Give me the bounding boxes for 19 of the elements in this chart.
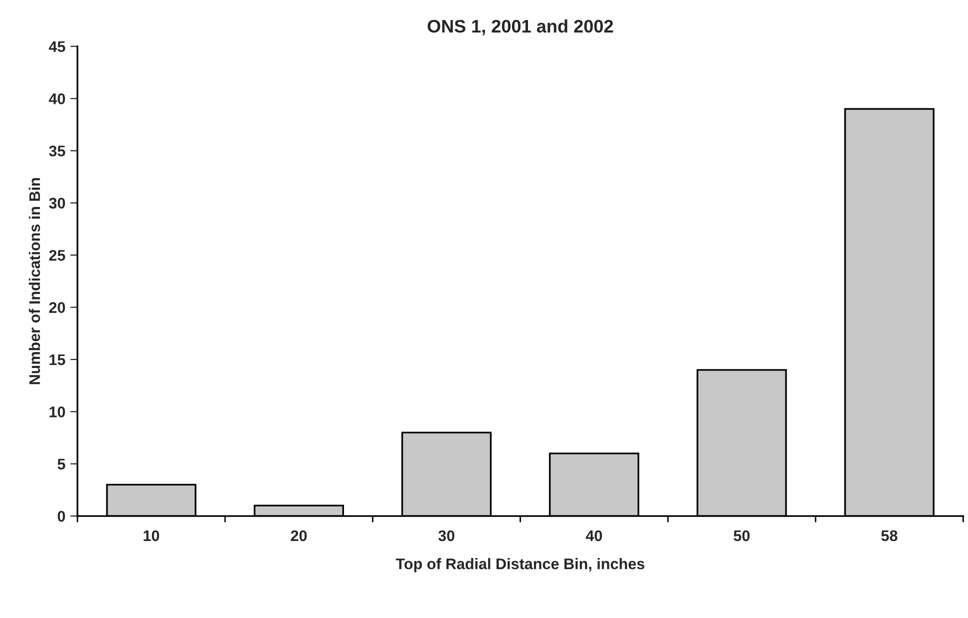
y-tick-label: 30: [48, 198, 66, 209]
x-tick-label: 50: [734, 530, 750, 542]
y-tick-label: 35: [48, 146, 66, 156]
x-tick-label: 20: [290, 530, 307, 542]
y-tick-label: 40: [48, 93, 66, 104]
x-axis-title: Top of Radial Distance Bin, inches: [396, 558, 644, 572]
y-tick-label: 20: [49, 302, 66, 313]
x-tick-label: 40: [586, 530, 602, 542]
y-tick-label: 25: [49, 250, 66, 261]
y-tick-label: 5: [58, 458, 66, 470]
chart-title: ONS 1, 2001 and 2002: [428, 19, 613, 36]
y-tick-label: 45: [48, 41, 66, 52]
x-tick-label: 58: [881, 530, 898, 542]
y-axis-title: Number of Indications in Bin: [28, 178, 40, 384]
y-tick-label: 10: [50, 406, 66, 418]
y-tick-label: 15: [50, 354, 66, 366]
x-tick-label: 30: [438, 530, 454, 542]
x-tick-label: 10: [144, 530, 160, 542]
y-tick-label: 0: [58, 510, 66, 522]
